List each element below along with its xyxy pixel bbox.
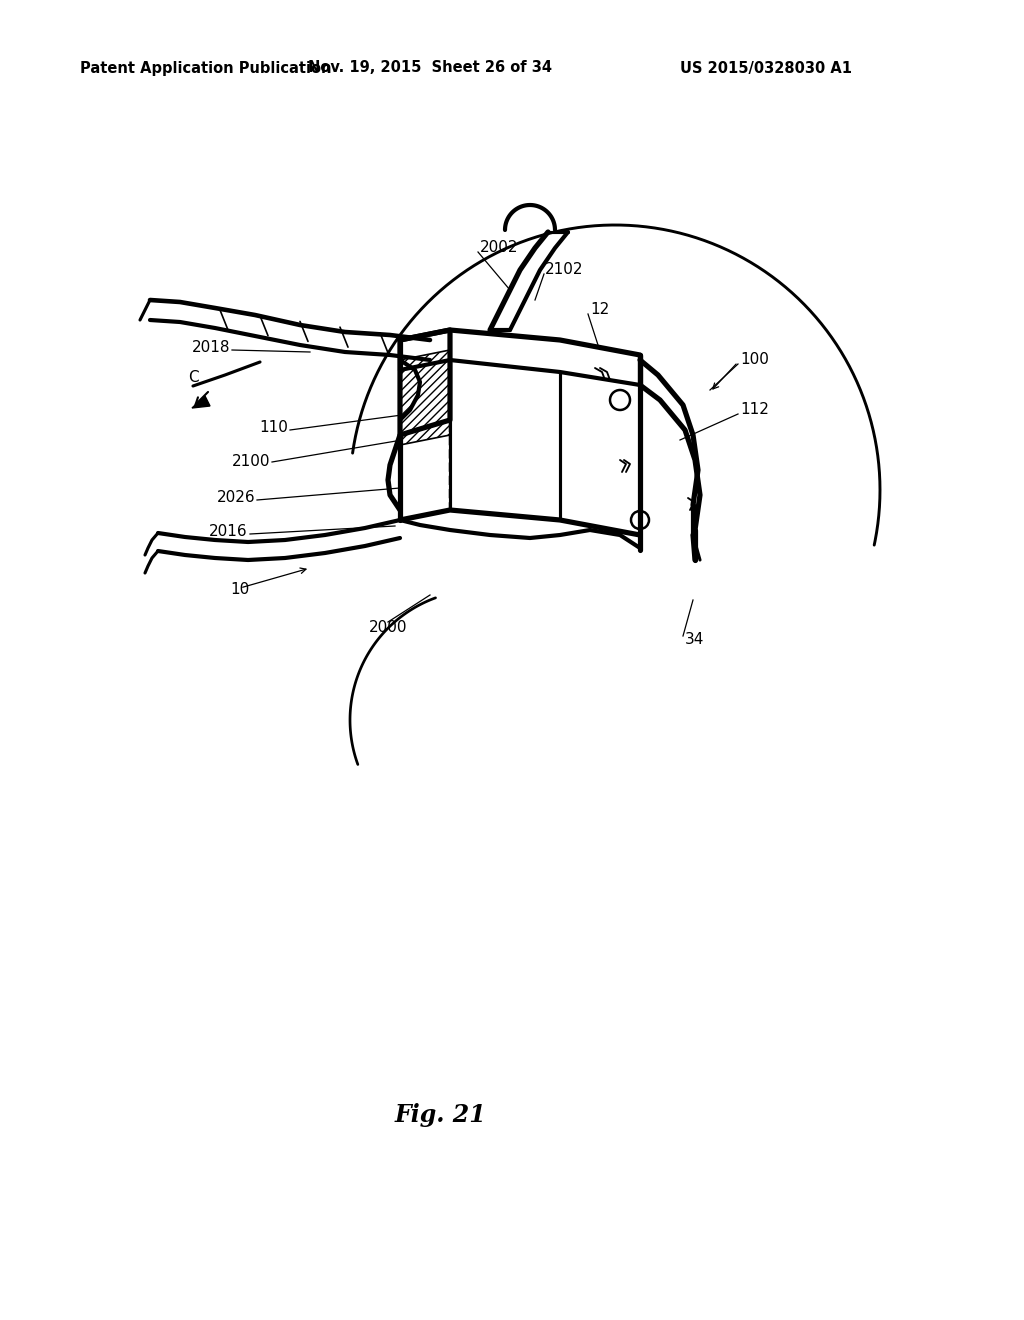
Text: 100: 100 [740,352,769,367]
Text: 2018: 2018 [191,341,230,355]
Text: 2100: 2100 [231,454,270,470]
Text: Fig. 21: Fig. 21 [394,1104,485,1127]
Text: 2002: 2002 [480,240,518,256]
Polygon shape [400,350,450,445]
Polygon shape [193,396,210,408]
Text: 34: 34 [685,632,705,648]
Text: 2102: 2102 [545,263,584,277]
Text: 12: 12 [590,302,609,318]
Text: Nov. 19, 2015  Sheet 26 of 34: Nov. 19, 2015 Sheet 26 of 34 [308,61,552,75]
Text: 2016: 2016 [209,524,248,540]
Text: C: C [187,371,199,385]
Text: 10: 10 [230,582,249,598]
Text: 112: 112 [740,403,769,417]
Text: 2026: 2026 [216,491,255,506]
Text: US 2015/0328030 A1: US 2015/0328030 A1 [680,61,852,75]
Text: Patent Application Publication: Patent Application Publication [80,61,332,75]
Text: 2000: 2000 [369,620,408,635]
Text: 110: 110 [259,421,288,436]
